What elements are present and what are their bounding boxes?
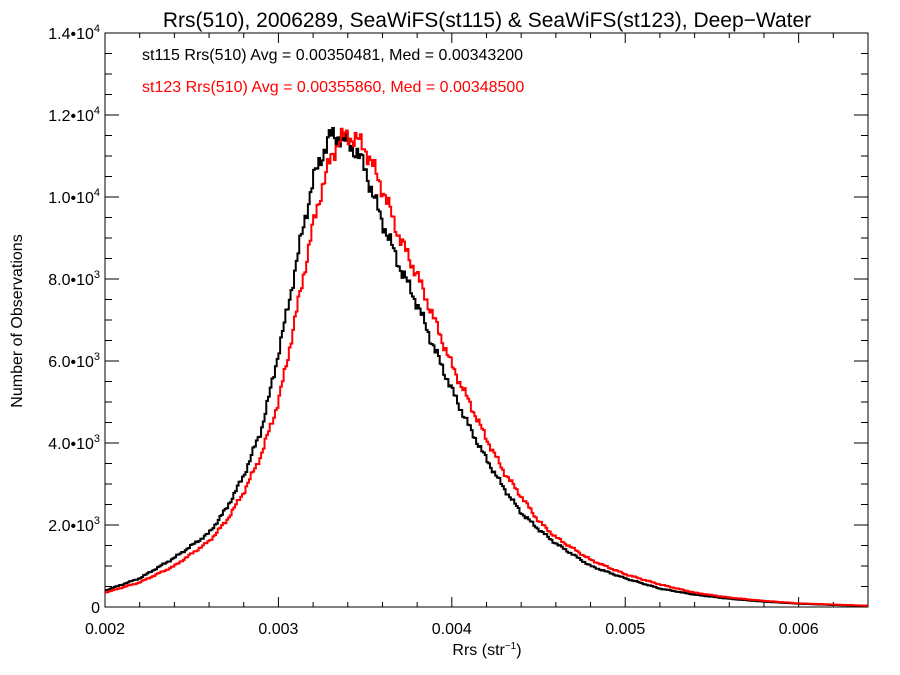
x-axis-label-exponent: −1 [505,641,517,652]
x-axis-label-main: Rrs (str [452,642,505,659]
x-axis-label: Rrs (str−1) [452,641,521,659]
y-tick-label: 1.2•104 [48,105,100,125]
series-line-st123 [105,127,868,607]
chart-title: Rrs(510), 2006289, SeaWiFS(st115) & SeaW… [163,9,811,32]
x-tick-label: 0.006 [779,621,819,638]
x-axis-label-end: ) [516,642,521,659]
y-tick-label: 8.0•103 [48,269,100,289]
annotation-st115: st115 Rrs(510) Avg = 0.00350481, Med = 0… [142,47,523,64]
x-tick-label: 0.002 [85,621,125,638]
y-tick-label: 4.0•103 [48,433,100,453]
y-tick-label: 0 [91,600,100,617]
x-tick-label: 0.004 [432,621,472,638]
y-axis-label: Number of Observations [9,234,26,407]
annotation-st123: st123 Rrs(510) Avg = 0.00355860, Med = 0… [142,79,524,96]
plot-area: 0.002 0.003 0.004 0.005 0.006 0 2.0•103 4.0•103… [48,23,869,638]
series-line-st115 [105,127,868,607]
x-tick-label: 0.003 [258,621,298,638]
y-tick-label: 1.0•104 [48,187,100,207]
y-tick-label: 6.0•103 [48,351,100,371]
x-tick-label: 0.005 [605,621,645,638]
y-tick-label: 1.4•104 [48,23,100,43]
y-tick-label: 2.0•103 [48,515,100,535]
